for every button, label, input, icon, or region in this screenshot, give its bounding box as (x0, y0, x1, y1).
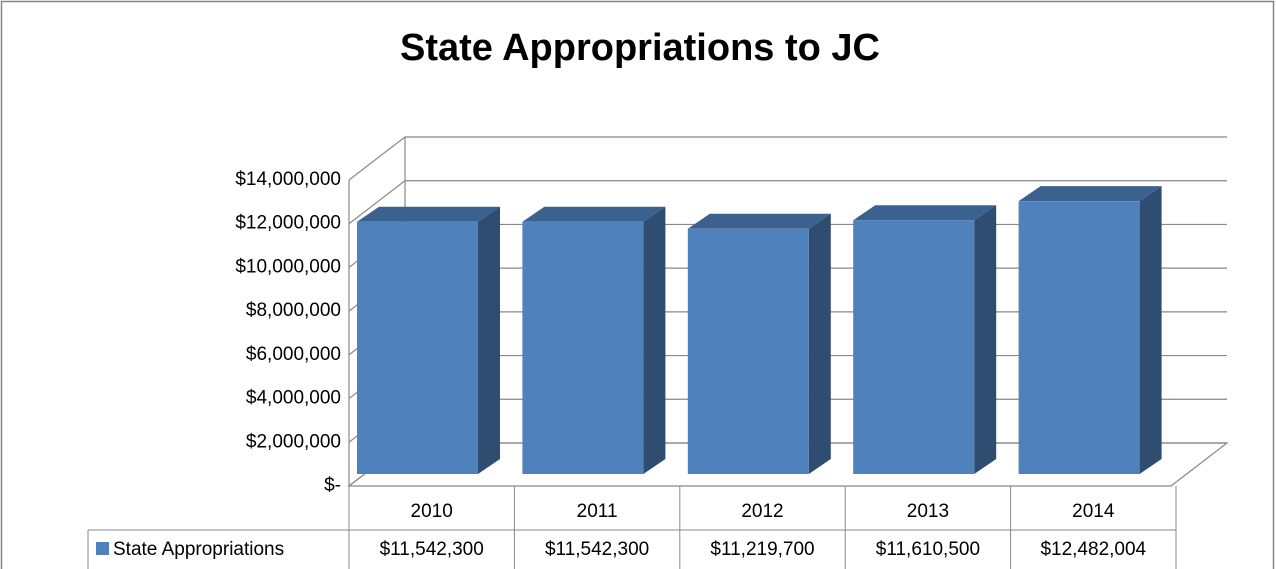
table-value: $11,542,300 (380, 539, 484, 560)
bar-top (1018, 186, 1162, 202)
grid-line (348, 136, 1227, 181)
y-tick-label: $2,000,000 (246, 431, 341, 452)
y-tick-label: $12,000,000 (235, 213, 341, 234)
y-tick-label: $10,000,000 (235, 256, 341, 277)
chart-title: State Appropriations to JC (400, 27, 880, 69)
bar-side (974, 205, 997, 474)
bar-top (687, 213, 831, 229)
bar-side (478, 206, 500, 474)
table-value: $11,219,700 (710, 539, 814, 560)
bar (1018, 201, 1140, 474)
x-tick-label: 2011 (577, 501, 618, 522)
bar-top (853, 205, 997, 221)
bar-top (357, 206, 500, 222)
grid-line (348, 180, 1227, 225)
x-tick-label: 2010 (411, 501, 453, 522)
y-tick-label: $4,000,000 (246, 388, 341, 409)
table-value: $11,610,500 (876, 539, 980, 560)
y-tick-label: $- (324, 475, 341, 496)
bar-side (1139, 186, 1162, 474)
bar-top (522, 206, 666, 222)
table-value: $11,542,300 (545, 539, 649, 560)
bar (853, 220, 975, 474)
bar-side (808, 213, 831, 474)
bar (357, 221, 478, 474)
bar-side (643, 206, 666, 474)
table-value: $12,482,004 (1040, 539, 1146, 560)
y-tick-label: $8,000,000 (246, 300, 341, 321)
x-tick-label: 2012 (741, 501, 783, 522)
legend-key (96, 542, 109, 555)
legend-label: State Appropriations (113, 539, 284, 560)
bar (522, 221, 644, 474)
x-tick-label: 2014 (1072, 501, 1115, 522)
y-tick-label: $14,000,000 (235, 169, 341, 190)
x-tick-label: 2013 (907, 501, 949, 522)
y-tick-label: $6,000,000 (246, 344, 341, 365)
bar (687, 228, 809, 474)
